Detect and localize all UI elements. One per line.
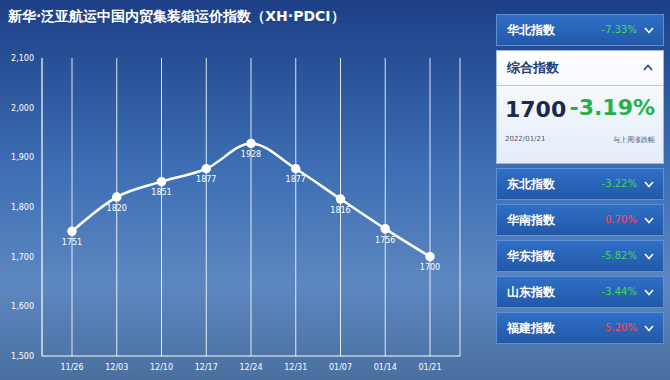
html-text:-5.82%: -5.82% — [601, 250, 637, 261]
html-text:东北指数: 东北指数 — [507, 177, 555, 191]
svg-text:1820: 1820 — [107, 204, 127, 213]
html-text:新华·泛亚航运中国内贸集装箱运价指数（XH·PDCI）: 新华·泛亚航运中国内贸集装箱运价指数（XH·PDCI） — [8, 8, 345, 24]
html-text:-3.22%: -3.22% — [601, 178, 637, 189]
html-text:2022/01/21: 2022/01/21 — [505, 135, 546, 143]
svg-text:1,500: 1,500 — [11, 352, 34, 361]
svg-text:01/14: 01/14 — [374, 363, 397, 372]
svg-text:1,600: 1,600 — [11, 302, 34, 311]
svg-text:12/03: 12/03 — [105, 363, 128, 372]
svg-text:1,700: 1,700 — [11, 253, 34, 262]
svg-text:12/24: 12/24 — [239, 363, 262, 372]
svg-text:12/10: 12/10 — [150, 363, 173, 372]
html-text:0.70%: 0.70% — [605, 214, 637, 225]
svg-text:12/31: 12/31 — [284, 363, 307, 372]
svg-text:12/17: 12/17 — [195, 363, 218, 372]
html-text:华南指数: 华南指数 — [507, 213, 555, 227]
html-text:5.20%: 5.20% — [605, 322, 637, 333]
svg-text:01/21: 01/21 — [418, 363, 441, 372]
html-text:山东指数: 山东指数 — [507, 285, 555, 299]
html-text:华东指数: 华东指数 — [507, 249, 555, 263]
html-text:华北指数: 华北指数 — [507, 23, 555, 37]
svg-text:1,800: 1,800 — [11, 203, 34, 212]
svg-text:1877: 1877 — [196, 175, 216, 184]
svg-text:01/07: 01/07 — [329, 363, 352, 372]
svg-text:2,100: 2,100 — [11, 54, 34, 63]
html-text:-7.33%: -7.33% — [601, 24, 637, 35]
svg-text:1756: 1756 — [375, 236, 395, 245]
html-text:与上周涨跌幅: 与上周涨跌幅 — [613, 136, 655, 144]
svg-text:1,900: 1,900 — [11, 153, 34, 162]
svg-text:1816: 1816 — [330, 206, 350, 215]
svg-text:1851: 1851 — [151, 188, 171, 197]
svg-text:1700: 1700 — [420, 263, 440, 272]
svg-text:1751: 1751 — [62, 238, 82, 247]
html-text:1700 -3.19%: 1700 -3.19% — [505, 95, 655, 122]
svg-text:1928: 1928 — [241, 150, 261, 159]
html-text:综合指数: 综合指数 — [507, 60, 559, 75]
svg-text:1877: 1877 — [286, 175, 306, 184]
svg-text:11/26: 11/26 — [60, 363, 83, 372]
html-text:福建指数: 福建指数 — [507, 321, 555, 335]
html-text:-3.44%: -3.44% — [601, 286, 637, 297]
svg-text:2,000: 2,000 — [11, 104, 34, 113]
